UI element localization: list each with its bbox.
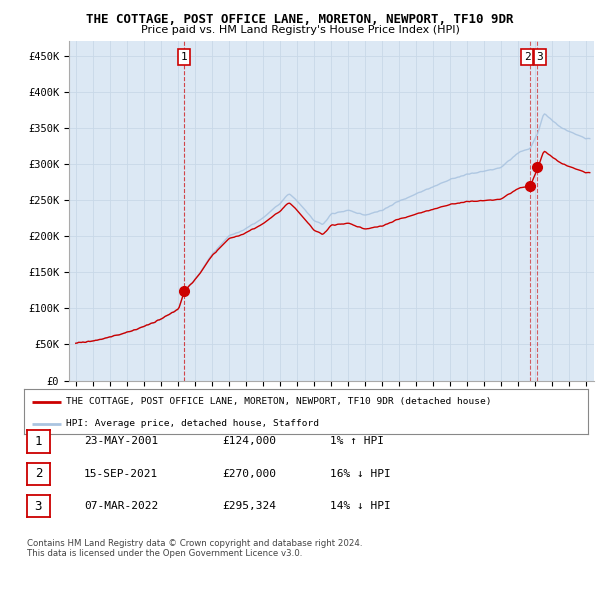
Text: THE COTTAGE, POST OFFICE LANE, MORETON, NEWPORT, TF10 9DR (detached house): THE COTTAGE, POST OFFICE LANE, MORETON, … — [66, 397, 492, 407]
Text: £295,324: £295,324 — [222, 502, 276, 511]
Text: £124,000: £124,000 — [222, 437, 276, 446]
Text: 1: 1 — [181, 52, 187, 62]
Text: Price paid vs. HM Land Registry's House Price Index (HPI): Price paid vs. HM Land Registry's House … — [140, 25, 460, 35]
Text: 15-SEP-2021: 15-SEP-2021 — [84, 469, 158, 478]
Text: 1% ↑ HPI: 1% ↑ HPI — [330, 437, 384, 446]
Text: 3: 3 — [35, 500, 42, 513]
Text: 07-MAR-2022: 07-MAR-2022 — [84, 502, 158, 511]
Text: Contains HM Land Registry data © Crown copyright and database right 2024.: Contains HM Land Registry data © Crown c… — [27, 539, 362, 548]
Text: HPI: Average price, detached house, Stafford: HPI: Average price, detached house, Staf… — [66, 419, 319, 428]
Text: 23-MAY-2001: 23-MAY-2001 — [84, 437, 158, 446]
Text: 16% ↓ HPI: 16% ↓ HPI — [330, 469, 391, 478]
Text: This data is licensed under the Open Government Licence v3.0.: This data is licensed under the Open Gov… — [27, 549, 302, 558]
Text: 2: 2 — [35, 467, 42, 480]
Text: 14% ↓ HPI: 14% ↓ HPI — [330, 502, 391, 511]
Text: 2: 2 — [524, 52, 530, 62]
Text: £270,000: £270,000 — [222, 469, 276, 478]
Text: 1: 1 — [35, 435, 42, 448]
Text: 3: 3 — [536, 52, 544, 62]
Text: THE COTTAGE, POST OFFICE LANE, MORETON, NEWPORT, TF10 9DR: THE COTTAGE, POST OFFICE LANE, MORETON, … — [86, 13, 514, 26]
